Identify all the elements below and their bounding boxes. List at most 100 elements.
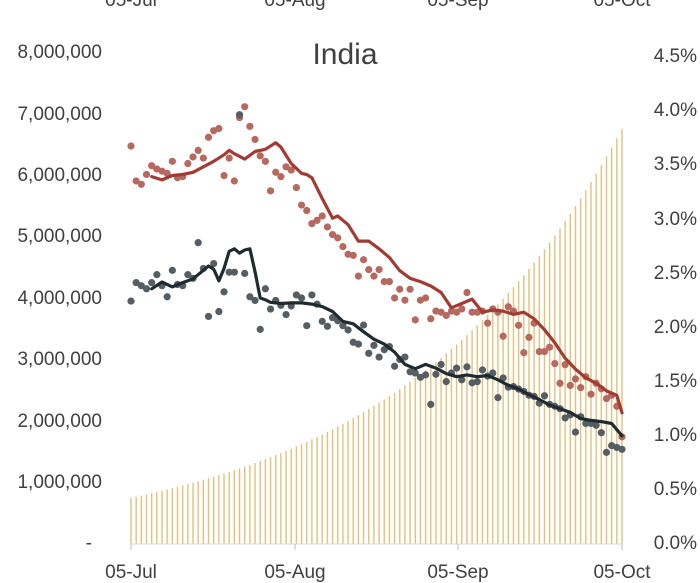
bar [212, 476, 215, 544]
data-point [582, 419, 590, 428]
data-point [571, 428, 580, 436]
bar [368, 409, 370, 544]
bar [321, 434, 323, 544]
data-point [137, 180, 145, 188]
bar [548, 242, 551, 544]
data-point [251, 296, 259, 305]
bar [156, 492, 158, 544]
y-right-tick: 1.0% [654, 425, 697, 446]
data-point [287, 166, 295, 174]
data-point [339, 243, 347, 251]
data-point [535, 347, 543, 356]
data-point [597, 429, 605, 437]
data-point [551, 360, 559, 368]
y-right-tick: 0.5% [654, 479, 697, 500]
bar [621, 128, 623, 544]
bar [130, 497, 132, 544]
data-point [241, 103, 249, 111]
y-left-tick: 3,000,000 [17, 349, 102, 370]
bar [419, 374, 422, 544]
series-layer [127, 103, 626, 456]
bar [145, 494, 148, 544]
data-point [148, 279, 156, 287]
data-point [390, 294, 399, 302]
data-point [396, 285, 404, 293]
data-point [328, 230, 337, 239]
data-point [163, 169, 171, 177]
data-point [318, 212, 326, 220]
data-point [132, 279, 140, 287]
bar [481, 320, 484, 544]
data-point [210, 259, 218, 268]
y-left-tick: 7,000,000 [17, 104, 102, 125]
bar [264, 459, 267, 544]
bar [207, 478, 210, 544]
data-point [256, 325, 264, 333]
data-point [442, 311, 450, 320]
y-left-tick: 4,000,000 [17, 288, 102, 309]
data-point [230, 177, 238, 185]
bar [512, 287, 515, 544]
data-point [142, 170, 151, 179]
data-point [344, 326, 352, 334]
bar [430, 366, 432, 544]
data-point [261, 285, 269, 293]
data-point [540, 347, 549, 356]
data-point [453, 364, 461, 372]
data-point [204, 133, 213, 141]
data-point [478, 366, 487, 374]
bar [135, 496, 137, 544]
bar [347, 420, 349, 544]
y-left-tick: 6,000,000 [17, 165, 102, 186]
data-point [235, 111, 244, 119]
data-point [561, 361, 569, 369]
data-point [215, 307, 223, 316]
bar [492, 309, 494, 544]
data-point [406, 285, 414, 293]
bar [528, 268, 530, 544]
x-axis-tick: 05-Oct [593, 562, 651, 583]
data-point [153, 271, 161, 279]
bar [507, 293, 509, 544]
bar [342, 423, 344, 544]
y-right-tick: 0.0% [654, 533, 697, 554]
data-point [458, 305, 466, 313]
x-axis-tick: 05-Aug [264, 562, 325, 583]
data-point [246, 293, 254, 301]
data-point [385, 278, 394, 286]
data-point [592, 421, 600, 429]
data-point [587, 390, 595, 398]
bar [166, 489, 168, 544]
data-point [199, 154, 207, 162]
x-axis-tick: 05-Jul [105, 562, 157, 583]
bar [275, 455, 277, 544]
series-line [150, 247, 624, 438]
bar [466, 335, 468, 544]
top-axis-tick: 05-Jul [105, 0, 157, 11]
bar [445, 353, 447, 544]
data-point [220, 171, 228, 180]
bar [202, 479, 205, 544]
top-axis-tick: 05-Aug [264, 0, 325, 11]
data-point [292, 291, 300, 299]
data-point [365, 349, 373, 357]
data-point [313, 216, 321, 224]
bar [192, 482, 194, 544]
data-point [468, 308, 476, 316]
y-right-tick: 4.5% [654, 46, 697, 67]
data-point [127, 142, 135, 150]
data-point [401, 353, 409, 361]
data-point [266, 187, 275, 195]
data-point [520, 349, 528, 357]
bar [331, 429, 334, 544]
bar [564, 221, 566, 544]
y-left-tick: 2,000,000 [17, 411, 102, 432]
data-point [184, 271, 192, 279]
data-point [163, 293, 171, 301]
data-point [602, 394, 611, 403]
bar [414, 378, 416, 544]
data-point [427, 315, 435, 323]
bar [218, 475, 220, 544]
bar [605, 156, 608, 544]
